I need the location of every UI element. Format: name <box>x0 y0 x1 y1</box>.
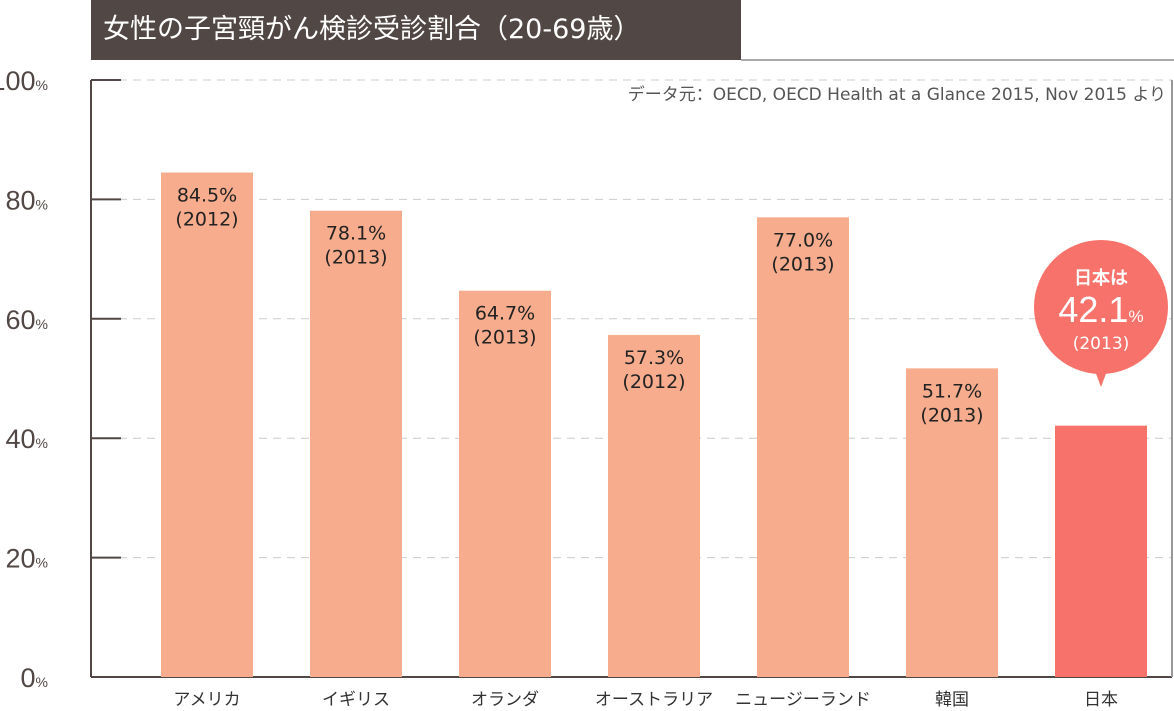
y-tick-label: 0% <box>21 663 48 693</box>
data-label: 57.3% <box>624 347 684 369</box>
data-label: 77.0% <box>773 229 833 251</box>
x-tick-label: ニュージーランド <box>735 690 871 710</box>
data-label: 78.1% <box>326 223 386 245</box>
callout-year: (2013) <box>1073 334 1130 354</box>
bar <box>906 368 998 677</box>
data-label: 64.7% <box>475 303 535 325</box>
y-tick-label: 80% <box>6 185 49 215</box>
data-label-year: (2013) <box>771 253 834 275</box>
x-tick-label: オーストラリア <box>595 690 713 710</box>
x-tick-label: アメリカ <box>173 690 240 710</box>
callout-bubble <box>1034 240 1168 374</box>
callout-prefix: 日本は <box>1074 267 1128 289</box>
bar <box>161 172 253 677</box>
bar <box>310 210 402 678</box>
y-tick-label: 100% <box>0 66 48 96</box>
x-tick-label: 韓国 <box>935 690 969 710</box>
y-tick-label: 20% <box>6 544 49 574</box>
data-label-year: (2013) <box>324 247 387 269</box>
data-label-year: (2013) <box>473 327 536 349</box>
x-tick-label: 日本 <box>1084 690 1118 710</box>
bar <box>757 217 849 677</box>
source-note: データ元：OECD, OECD Health at a Glance 2015,… <box>627 85 1166 105</box>
data-label: 84.5% <box>177 185 237 207</box>
y-tick-label: 60% <box>6 305 49 335</box>
header-rule <box>741 59 1174 61</box>
bar <box>608 334 700 677</box>
callout-pointer <box>1095 371 1107 387</box>
data-label: 51.7% <box>922 380 982 402</box>
x-tick-label: オランダ <box>471 690 539 710</box>
chart-title: 女性の子宮頸がん検診受診割合（20-69歳） <box>91 0 741 60</box>
data-label-year: (2012) <box>622 371 685 393</box>
bar <box>1055 425 1147 677</box>
data-label-year: (2013) <box>920 404 983 426</box>
bar <box>459 290 551 677</box>
y-tick-label: 40% <box>6 424 49 454</box>
x-tick-label: イギリス <box>322 690 390 710</box>
data-label-year: (2012) <box>175 209 238 231</box>
